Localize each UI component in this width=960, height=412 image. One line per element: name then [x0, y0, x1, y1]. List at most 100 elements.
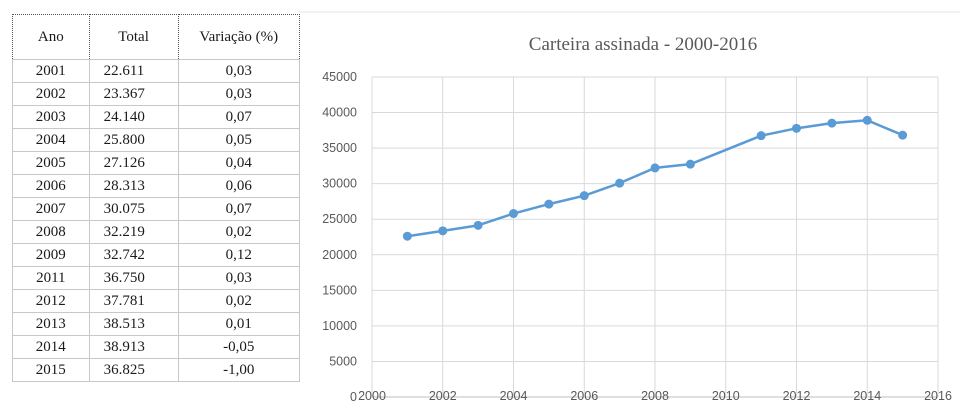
- table-row: 2006 28.313 0,06: [12, 174, 300, 198]
- cell-ano: 2002: [12, 82, 90, 106]
- data-point: [898, 130, 908, 140]
- data-point: [473, 220, 483, 230]
- table-row: 2011 36.750 0,03: [12, 266, 300, 290]
- cell-ano: 2015: [12, 358, 90, 382]
- x-tick-label: 2008: [641, 389, 669, 403]
- x-tick-label: 2014: [853, 389, 881, 403]
- table-row: 2015 36.825 -1,00: [12, 358, 300, 382]
- cell-variacao: 0,07: [177, 197, 300, 221]
- cell-total: 32.742: [88, 243, 179, 267]
- cell-total: 38.513: [88, 312, 179, 336]
- series: [402, 115, 908, 241]
- cell-ano: 2005: [12, 151, 90, 175]
- cell-total: 27.126: [88, 151, 179, 175]
- x-tick-label: 2016: [924, 389, 952, 403]
- cell-ano: 2014: [12, 335, 90, 359]
- data-point: [544, 199, 554, 209]
- cell-ano: 2007: [12, 197, 90, 221]
- data-table-container: Ano Total Variação (%) 2001 22.611 0,03 200…: [12, 14, 300, 412]
- table-row: 2002 23.367 0,03: [12, 82, 300, 106]
- series-line: [407, 119, 904, 238]
- table-row: 2005 27.126 0,04: [12, 151, 300, 175]
- chart-container: Carteira assinada - 2000-2016 0 5000 10000…: [298, 0, 960, 412]
- cell-total: 25.800: [88, 128, 179, 152]
- data-point: [438, 226, 448, 236]
- cell-ano: 2008: [12, 220, 90, 244]
- y-tick-label: 5000: [329, 354, 357, 368]
- cell-variacao: 0,03: [177, 266, 300, 290]
- cell-total: 23.367: [88, 82, 179, 106]
- x-tick-label: 2002: [429, 389, 457, 403]
- x-tick-label: 2012: [783, 389, 811, 403]
- cell-total: 32.219: [88, 220, 179, 244]
- table-row: 2001 22.611 0,03: [12, 59, 300, 83]
- header-variacao: Variação (%): [177, 14, 300, 60]
- y-tick-label: 35000: [322, 141, 357, 155]
- y-axis-ticks: 0 5000 10000 15000 20000 25000 30000 35000 40000…: [322, 70, 357, 404]
- x-tick-label: 2000: [358, 389, 386, 403]
- data-point: [827, 118, 837, 128]
- table-row: 2014 38.913 -0,05: [12, 335, 300, 359]
- y-tick-label: 45000: [322, 70, 357, 84]
- data-point: [685, 159, 695, 169]
- cell-ano: 2004: [12, 128, 90, 152]
- y-tick-label: 15000: [322, 283, 357, 297]
- cell-total: 38.913: [88, 335, 179, 359]
- cell-total: 36.825: [88, 358, 179, 382]
- cell-total: 28.313: [88, 174, 179, 198]
- x-tick-label: 2006: [570, 389, 598, 403]
- x-axis-ticks: 2000 2002 2004 2006 2008 2010 2012 2014 2016: [358, 389, 952, 403]
- cell-total: 36.750: [88, 266, 179, 290]
- cell-variacao: 0,01: [177, 312, 300, 336]
- cell-variacao: 0,07: [177, 105, 300, 129]
- data-point: [792, 123, 801, 133]
- header-total: Total: [88, 14, 179, 60]
- header-ano: Ano: [12, 14, 90, 60]
- cell-variacao: -0,05: [177, 335, 300, 359]
- line-chart: Carteira assinada - 2000-2016 0 5000 10000…: [298, 11, 960, 404]
- table-row: 2003 24.140 0,07: [12, 105, 300, 129]
- cell-total: 30.075: [88, 197, 179, 221]
- x-tick-label: 2004: [500, 389, 528, 403]
- cell-variacao: 0,06: [177, 174, 300, 198]
- cell-total: 22.611: [88, 59, 179, 83]
- x-tick-label: 2010: [712, 389, 740, 403]
- cell-total: 24.140: [88, 105, 179, 129]
- data-table: Ano Total Variação (%) 2001 22.611 0,03 200…: [12, 14, 300, 382]
- data-point: [509, 209, 518, 219]
- y-tick-label: 40000: [322, 106, 357, 120]
- cell-variacao: 0,02: [177, 220, 300, 244]
- y-tick-label: 25000: [322, 212, 357, 226]
- table-header-row: Ano Total Variação (%): [12, 14, 300, 60]
- cell-ano: 2001: [12, 59, 90, 83]
- y-tick-label: 30000: [322, 177, 357, 191]
- table-row: 2007 30.075 0,07: [12, 197, 300, 221]
- data-point: [402, 231, 412, 241]
- data-point: [756, 131, 766, 141]
- cell-variacao: 0,03: [177, 59, 300, 83]
- cell-variacao: -1,00: [177, 358, 300, 382]
- data-point: [862, 115, 872, 125]
- table-row: 2004 25.800 0,05: [12, 128, 300, 152]
- cell-variacao: 0,12: [177, 243, 300, 267]
- y-tick-label: 0: [350, 390, 357, 404]
- data-point: [650, 163, 660, 173]
- table-row: 2008 32.219 0,02: [12, 220, 300, 244]
- cell-variacao: 0,04: [177, 151, 300, 175]
- y-tick-label: 10000: [322, 319, 357, 333]
- cell-total: 37.781: [88, 289, 179, 313]
- cell-variacao: 0,03: [177, 82, 300, 106]
- cell-ano: 2012: [12, 289, 90, 313]
- data-point: [615, 178, 625, 188]
- table-body: 2001 22.611 0,03 2002 23.367 0,03 2003 24.140 0,…: [12, 59, 300, 382]
- cell-variacao: 0,02: [177, 289, 300, 313]
- table-row: 2009 32.742 0,12: [12, 243, 300, 267]
- table-row: 2013 38.513 0,01: [12, 312, 300, 336]
- cell-ano: 2011: [12, 266, 90, 290]
- data-point: [579, 191, 589, 201]
- cell-ano: 2003: [12, 105, 90, 129]
- cell-ano: 2006: [12, 174, 90, 198]
- chart-title: Carteira assinada - 2000-2016: [529, 34, 757, 55]
- table-row: 2012 37.781 0,02: [12, 289, 300, 313]
- cell-variacao: 0,05: [177, 128, 300, 152]
